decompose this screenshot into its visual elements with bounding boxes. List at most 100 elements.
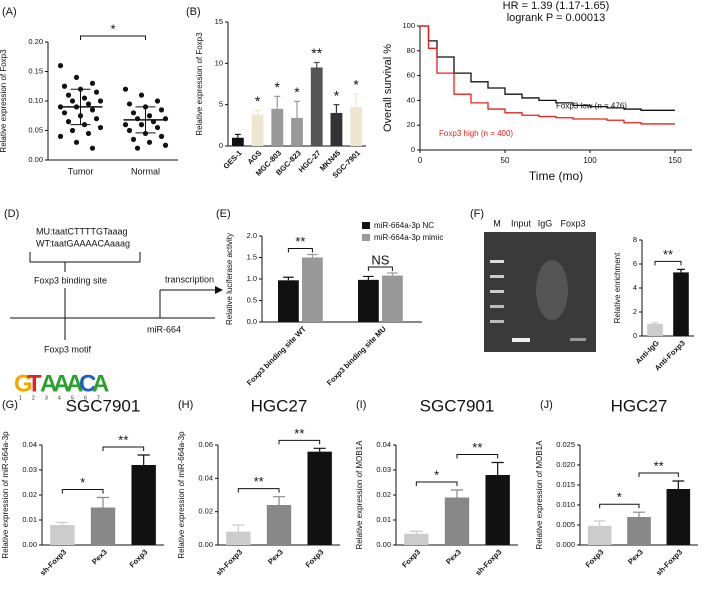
y-axis-label: Relative expression of miR-664a-3p (1, 431, 10, 559)
dot (57, 63, 64, 69)
sig-label: ** (254, 474, 264, 489)
y-tick-label: 40 (407, 95, 415, 104)
y-tick-label: 0.04 (376, 440, 391, 449)
y-tick-label: 0 (633, 331, 637, 340)
sig-bracket (367, 266, 393, 271)
bar (50, 525, 75, 545)
y-tick-label: 0.15 (28, 66, 43, 75)
y-tick-label: 0.020 (556, 460, 575, 469)
y-tick-label: 0.010 (556, 500, 575, 509)
bar (291, 117, 303, 146)
x-tick-label: sh-Foxp3 (474, 547, 504, 577)
y-tick-label: 0.00 (376, 540, 391, 549)
sig-label: ** (311, 45, 322, 61)
dot (154, 124, 161, 131)
x-tick-label: GES-1 (221, 148, 243, 170)
legend-label: Foxp3 high (n = 400) (439, 129, 513, 138)
band (512, 338, 530, 342)
bar (90, 507, 116, 545)
logo-position: 4 (58, 395, 61, 401)
y-axis-label: Relative expression of MOB1A (355, 440, 364, 550)
y-tick-label: 0.015 (556, 480, 575, 489)
error-bar (387, 272, 398, 276)
dot (69, 98, 76, 104)
error-bar (450, 489, 464, 498)
sig-label: ** (472, 440, 482, 455)
lane-label: Foxp3 (560, 218, 585, 228)
y-tick-label: 5 (219, 100, 223, 109)
survival-curve (420, 25, 675, 125)
x-tick-label: HGC-27 (297, 148, 323, 174)
error-bar (294, 100, 300, 118)
y-tick-label: 0.000 (556, 540, 575, 549)
error-bar (491, 461, 504, 475)
bar (382, 275, 403, 322)
mirna-label: miR-664 (147, 324, 181, 334)
sig-label: * (80, 475, 85, 490)
sig-bracket (415, 481, 458, 486)
error-bar (96, 496, 110, 508)
y-axis-label: Relative luciferase activity (225, 233, 234, 325)
logo-letter: A (66, 370, 83, 397)
y-tick-label: 0.5 (247, 295, 257, 304)
y-tick-label: 4 (633, 283, 637, 292)
dot (97, 98, 104, 104)
dot (126, 101, 133, 107)
bar (266, 505, 292, 545)
bar (310, 67, 323, 146)
bar (673, 272, 689, 336)
dot (130, 136, 137, 142)
y-axis-label: Overall survival % (382, 44, 394, 132)
bar (271, 108, 284, 146)
bar (647, 324, 663, 336)
dot (89, 107, 96, 113)
bar (278, 280, 299, 322)
x-tick-label: Foxp3 binding site MU (325, 324, 388, 387)
legend-swatch (362, 234, 370, 241)
chart-title: SGC7901 (66, 396, 141, 415)
logo-letter: T (27, 370, 42, 397)
error-bar (333, 104, 340, 113)
error-bar (137, 454, 150, 465)
logo-position: 2 (32, 395, 35, 401)
y-tick-label: 60 (407, 71, 415, 80)
y-axis-label: Relative expression of Foxp3 (0, 49, 8, 153)
error-bar (410, 530, 423, 534)
sig-bracket (237, 488, 280, 493)
dot (138, 122, 145, 128)
y-tick-label: 0 (219, 141, 223, 150)
dot (158, 107, 165, 113)
sig-label: ** (118, 432, 128, 447)
error-bar (593, 520, 606, 526)
chart-title: HR = 1.39 (1.17-1.65) (503, 0, 610, 12)
y-tick-label: 0.01 (376, 515, 391, 524)
error-bar (677, 268, 685, 273)
sig-label: * (255, 93, 261, 109)
bar (350, 107, 363, 146)
band (490, 275, 504, 278)
sig-label: * (334, 87, 340, 103)
y-tick-label: 0.00 (22, 540, 37, 549)
band (490, 290, 504, 293)
bar (307, 451, 332, 545)
y-tick-label: 0.10 (28, 96, 43, 105)
y-tick-label: 10 (215, 58, 223, 67)
bar (302, 257, 323, 322)
y-tick-label: 8 (633, 235, 637, 244)
panel-label: (D) (4, 208, 19, 220)
sd-bar (70, 88, 91, 126)
y-tick-label: 0.01 (22, 515, 37, 524)
x-axis-label: Time (mo) (529, 169, 583, 183)
dot (162, 142, 169, 148)
band (490, 305, 504, 308)
sig-label: * (353, 77, 359, 93)
error-bar (313, 447, 326, 452)
bar (251, 114, 264, 146)
sig-label: ** (654, 458, 664, 473)
error-bar (274, 95, 281, 109)
dot (81, 95, 88, 101)
dot (73, 139, 80, 145)
x-tick-label: Pex3 (626, 547, 645, 566)
x-tick-label: Normal (131, 166, 160, 176)
